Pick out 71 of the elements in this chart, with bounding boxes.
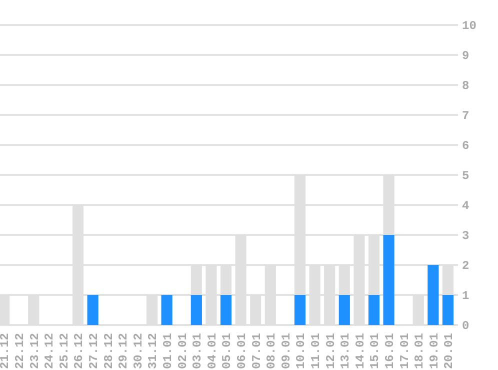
y-tick-label: 6: [462, 139, 470, 154]
x-tick-label: 06.01: [235, 333, 249, 370]
y-tick-label: 9: [462, 49, 470, 64]
bar: [368, 235, 380, 295]
x-tick-label: 05.01: [220, 333, 234, 370]
x-tick-label: 18.01: [412, 333, 427, 370]
bar: [354, 235, 365, 325]
x-tick-label: 14.01: [353, 333, 368, 370]
bar: [190, 265, 202, 295]
x-tick-label: 01.01: [161, 333, 176, 370]
x-tick-label: 21.12: [0, 333, 12, 370]
x-tick-label: 22.12: [13, 333, 28, 370]
x-tick-label: 10.01: [294, 333, 308, 370]
x-tick-label: 24.12: [42, 333, 57, 370]
x-tick-label: 04.01: [205, 333, 220, 370]
y-tick-label: 0: [462, 319, 470, 334]
x-tick-label: 13.01: [338, 333, 353, 370]
x-tick-label: 27.12: [87, 333, 102, 370]
x-tick-label: 09.01: [279, 333, 294, 370]
y-tick-label: 10: [462, 19, 476, 34]
bar: [442, 265, 454, 295]
bar: [220, 295, 232, 325]
bar: [28, 295, 40, 325]
x-tick-label: 30.12: [131, 333, 146, 370]
bar: [220, 265, 232, 295]
bar: [250, 295, 262, 325]
bar: [235, 235, 246, 325]
bar: [309, 265, 320, 325]
bar: [442, 295, 454, 325]
x-tick-label: 08.01: [264, 333, 279, 370]
y-tick-label: 4: [462, 199, 470, 214]
y-tick-label: 3: [462, 229, 470, 244]
x-tick-label: 28.12: [102, 333, 116, 370]
y-tick-label: 2: [462, 259, 470, 274]
x-tick-label: 12.01: [324, 333, 338, 370]
bar: [324, 265, 336, 325]
x-tick-label: 02.01: [176, 333, 190, 370]
x-tick-label: 26.12: [72, 333, 86, 370]
y-tick-label: 8: [462, 79, 470, 94]
bar: [87, 295, 98, 325]
x-tick-label: 17.01: [398, 333, 412, 370]
bar: [383, 235, 394, 325]
bar: [368, 295, 380, 325]
bar: [264, 265, 276, 325]
y-tick-label: 7: [462, 109, 470, 124]
bar: [190, 295, 202, 325]
y-tick-label: 1: [462, 289, 470, 304]
bar: [161, 295, 172, 325]
bar: [338, 295, 350, 325]
x-tick-label: 31.12: [146, 333, 160, 370]
x-tick-label: 16.01: [382, 333, 397, 370]
x-tick-label: 29.12: [116, 333, 131, 370]
bar: [338, 265, 350, 295]
bar: [0, 295, 10, 325]
bar: [294, 175, 306, 295]
x-tick-label: 20.01: [442, 333, 456, 370]
y-tick-label: 5: [462, 169, 470, 184]
bar: [206, 265, 217, 325]
x-tick-label: 11.01: [308, 333, 323, 370]
x-tick-label: 23.12: [28, 333, 42, 370]
bar: [72, 205, 84, 325]
bar: [428, 265, 439, 325]
x-tick-label: 07.01: [250, 333, 264, 370]
x-tick-label: 19.01: [427, 333, 442, 370]
x-tick-label: 25.12: [57, 333, 72, 370]
bar: [383, 175, 394, 235]
x-tick-label: 03.01: [190, 333, 205, 370]
x-tick-label: 15.01: [368, 333, 382, 370]
bar: [294, 295, 306, 325]
bar: [146, 295, 158, 325]
bar: [412, 295, 424, 325]
